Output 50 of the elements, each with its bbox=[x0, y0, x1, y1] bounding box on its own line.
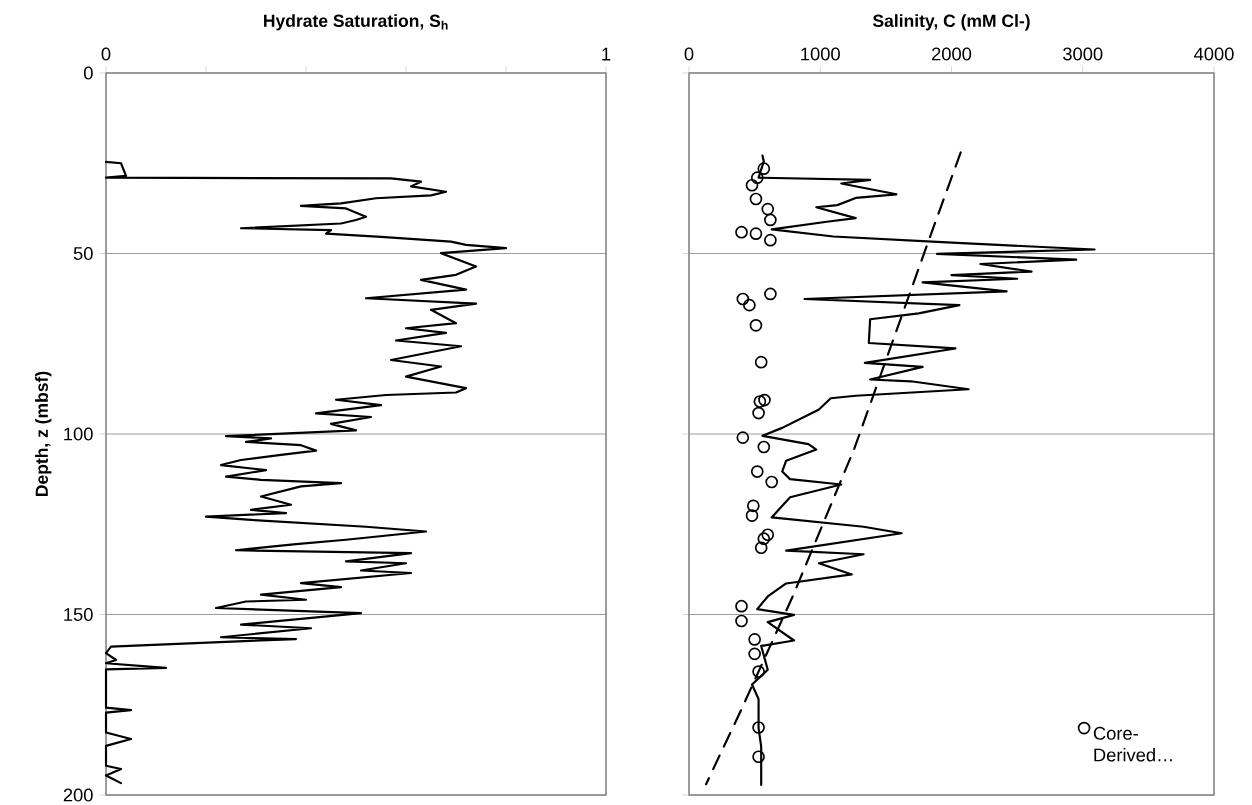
point bbox=[746, 499, 760, 513]
point bbox=[752, 665, 765, 678]
point bbox=[753, 395, 767, 408]
point bbox=[735, 614, 748, 628]
point bbox=[752, 750, 765, 764]
y-axis-title: Depth, z (mbsf) bbox=[35, 371, 52, 497]
point bbox=[761, 528, 775, 542]
point bbox=[757, 440, 771, 454]
point bbox=[754, 355, 768, 369]
x-tick-label: 2000 bbox=[932, 47, 972, 61]
point bbox=[750, 465, 764, 478]
y-tick-label: 100 bbox=[64, 427, 93, 441]
x-tick-label: 4000 bbox=[1194, 47, 1234, 61]
y-tick-label: 200 bbox=[63, 788, 93, 802]
point bbox=[765, 475, 779, 489]
point bbox=[764, 213, 777, 227]
line-series bbox=[104, 160, 508, 785]
x-tick-label: 0 bbox=[101, 47, 111, 61]
x-tick-label: 1000 bbox=[801, 47, 840, 61]
point bbox=[764, 287, 777, 301]
point bbox=[757, 532, 771, 546]
point bbox=[735, 225, 748, 239]
x-tick-label: 3000 bbox=[1063, 47, 1103, 61]
point bbox=[749, 192, 763, 206]
point bbox=[745, 509, 759, 522]
x-axis-title: Hydrate Saturation, S$_{h}$ bbox=[264, 14, 448, 31]
point bbox=[735, 599, 748, 613]
point bbox=[757, 162, 771, 176]
point bbox=[750, 171, 764, 185]
point bbox=[743, 298, 756, 312]
point bbox=[745, 178, 759, 192]
y-tick-label: 150 bbox=[64, 608, 93, 621]
point bbox=[761, 202, 775, 216]
y-tick-label: 50 bbox=[73, 247, 93, 260]
y-tick-label: 0 bbox=[83, 66, 93, 80]
point bbox=[748, 647, 761, 661]
x-tick-label: 0 bbox=[684, 47, 694, 61]
x-axis-title: Salinity, C (mM Cl-) bbox=[872, 14, 1030, 31]
point bbox=[754, 541, 768, 555]
point bbox=[736, 292, 750, 306]
legend-label: Core-Derived… bbox=[1093, 726, 1172, 762]
point bbox=[736, 431, 750, 444]
point bbox=[752, 406, 765, 420]
point bbox=[749, 227, 763, 240]
x-tick-label: 1 bbox=[602, 47, 611, 61]
point bbox=[748, 633, 761, 646]
point bbox=[764, 233, 777, 247]
point bbox=[749, 319, 763, 332]
point bbox=[758, 393, 771, 407]
point bbox=[752, 721, 765, 734]
